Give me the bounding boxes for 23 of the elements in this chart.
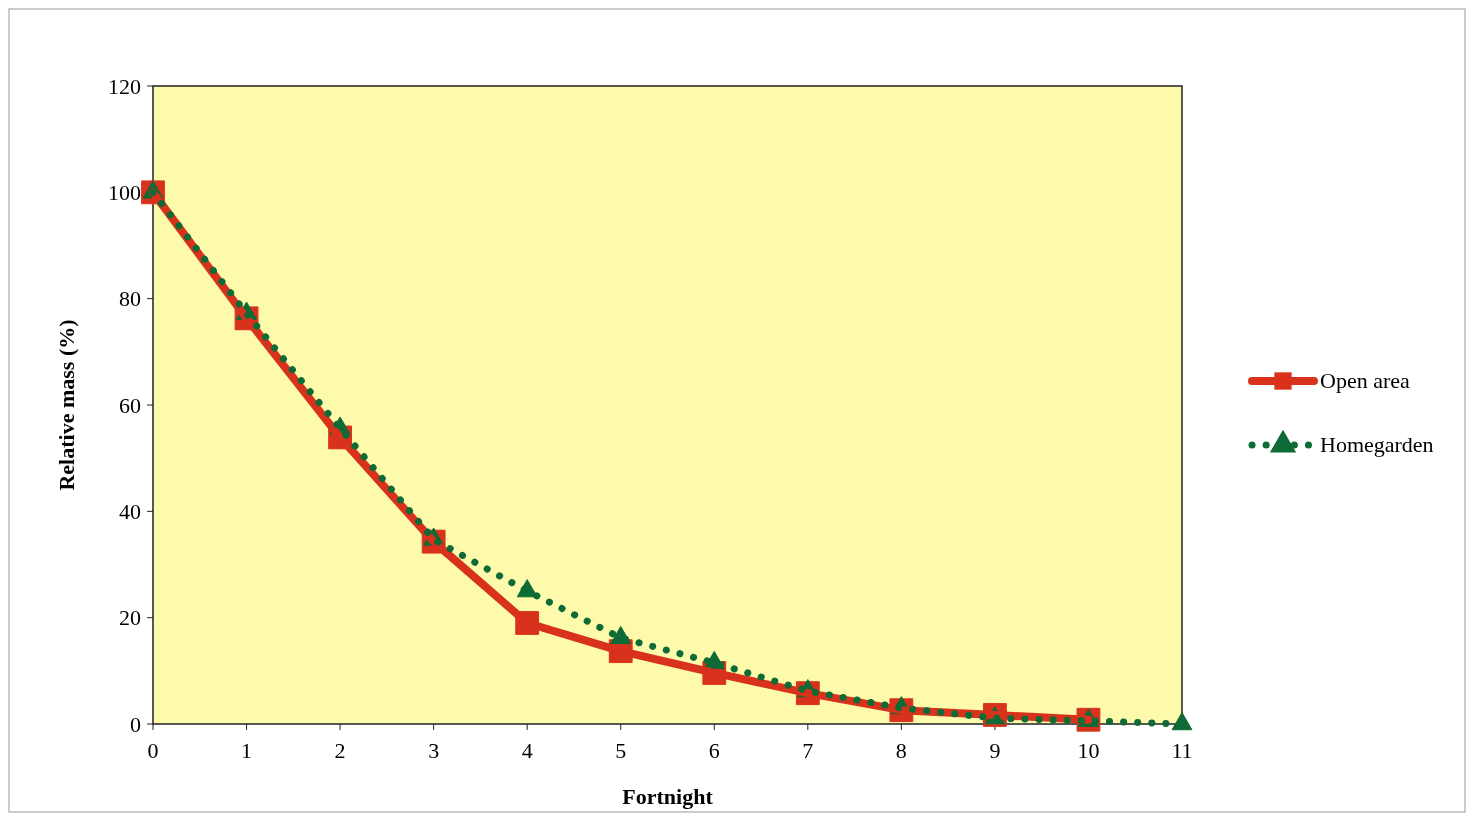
y-tick-label: 60 — [119, 392, 141, 418]
x-axis-title: Fortnight — [622, 784, 714, 809]
x-tick-label: 8 — [895, 738, 907, 763]
y-tick-label: 100 — [108, 180, 141, 206]
x-tick-label: 11 — [1171, 738, 1193, 763]
y-tick-label: 120 — [108, 73, 141, 99]
y-tick-label: 80 — [119, 286, 141, 312]
y-tick-label: 0 — [130, 711, 141, 737]
x-tick-label: 6 — [708, 738, 720, 763]
x-tick-label: 1 — [241, 738, 253, 763]
y-axis-title: Relative mass (%) — [54, 319, 79, 491]
x-tick-label: 4 — [521, 738, 533, 763]
x-tick-label: 3 — [428, 738, 440, 763]
y-tick-label: 40 — [119, 499, 141, 525]
x-tick-label: 9 — [989, 738, 1001, 763]
x-tick-label: 5 — [615, 738, 627, 763]
x-tick-label: 0 — [147, 738, 159, 763]
x-tick-label: 2 — [334, 738, 346, 763]
legend-label: Open area — [1320, 368, 1411, 393]
x-tick-label: 10 — [1077, 738, 1100, 763]
x-tick-label: 7 — [802, 738, 814, 763]
legend-label: Homegarden — [1320, 432, 1434, 457]
y-tick-label: 20 — [119, 605, 141, 631]
